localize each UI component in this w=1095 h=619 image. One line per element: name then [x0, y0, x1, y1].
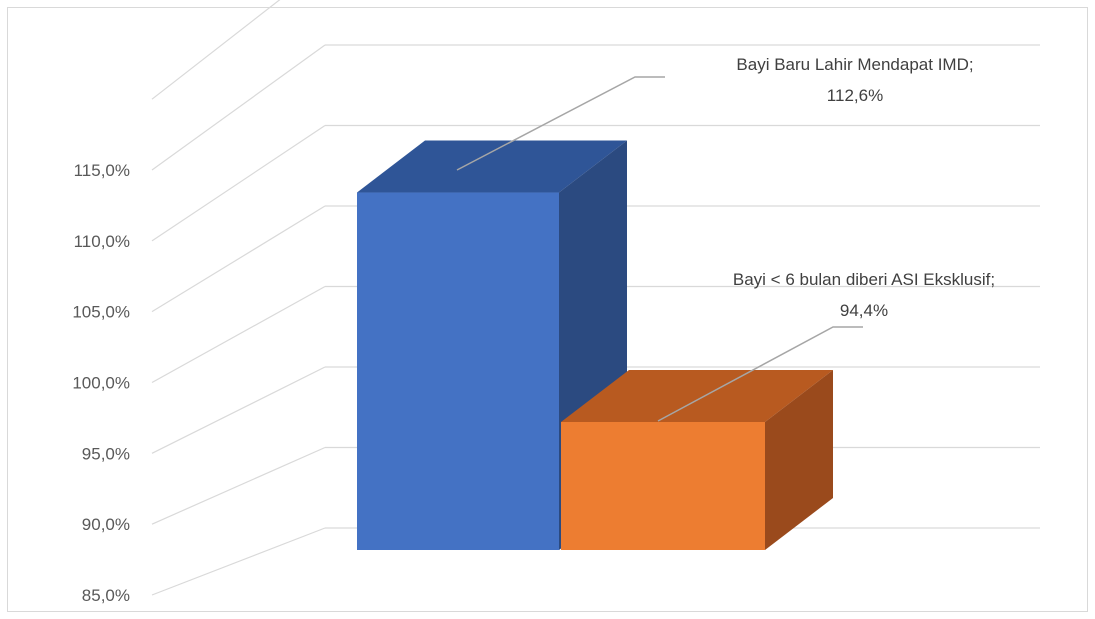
bar-2	[561, 370, 833, 550]
gridline-side-wall	[151, 366, 326, 454]
bar-1	[357, 140, 627, 551]
gridline-side-wall	[151, 527, 326, 596]
leader-lines	[456, 76, 863, 422]
y-tick-label: 95,0%	[82, 444, 130, 463]
data-label-value: 112,6%	[827, 86, 883, 105]
data-labels: Bayi Baru Lahir Mendapat IMD; 112,6% Bayi …	[733, 55, 995, 320]
data-label-name: Bayi Baru Lahir Mendapat IMD;	[736, 55, 973, 74]
leader-line	[657, 326, 863, 422]
gridline-side-wall	[151, 285, 326, 384]
y-tick-label: 100,0%	[72, 374, 130, 393]
bar-front-face	[561, 422, 765, 550]
y-tick-label: 90,0%	[82, 515, 130, 534]
gridline-side-wall	[151, 125, 326, 242]
leader-line	[456, 76, 665, 171]
y-tick-label: 85,0%	[82, 586, 130, 605]
data-label-name: Bayi < 6 bulan diberi ASI Eksklusif;	[733, 270, 995, 289]
y-tick-label: 110,0%	[74, 232, 130, 251]
y-axis-tick-labels: 85,0% 90,0% 95,0% 100,0% 105,0% 110,0% 115,0%	[72, 161, 130, 605]
y-tick-label: 105,0%	[72, 303, 130, 322]
bar-top-face	[561, 370, 833, 422]
bar-side-face	[765, 370, 833, 550]
y-tick-label: 115,0%	[74, 161, 130, 180]
bar-top-face	[357, 140, 627, 193]
bars	[357, 140, 833, 551]
chart-frame	[7, 7, 1088, 612]
bar-front-face	[357, 192, 559, 551]
gridline-side-wall	[151, 44, 326, 171]
gridline-side-wall	[151, 446, 326, 525]
gridline-side-wall	[151, 0, 281, 100]
data-label-value: 94,4%	[840, 301, 888, 320]
gridline-side-wall	[151, 205, 326, 313]
